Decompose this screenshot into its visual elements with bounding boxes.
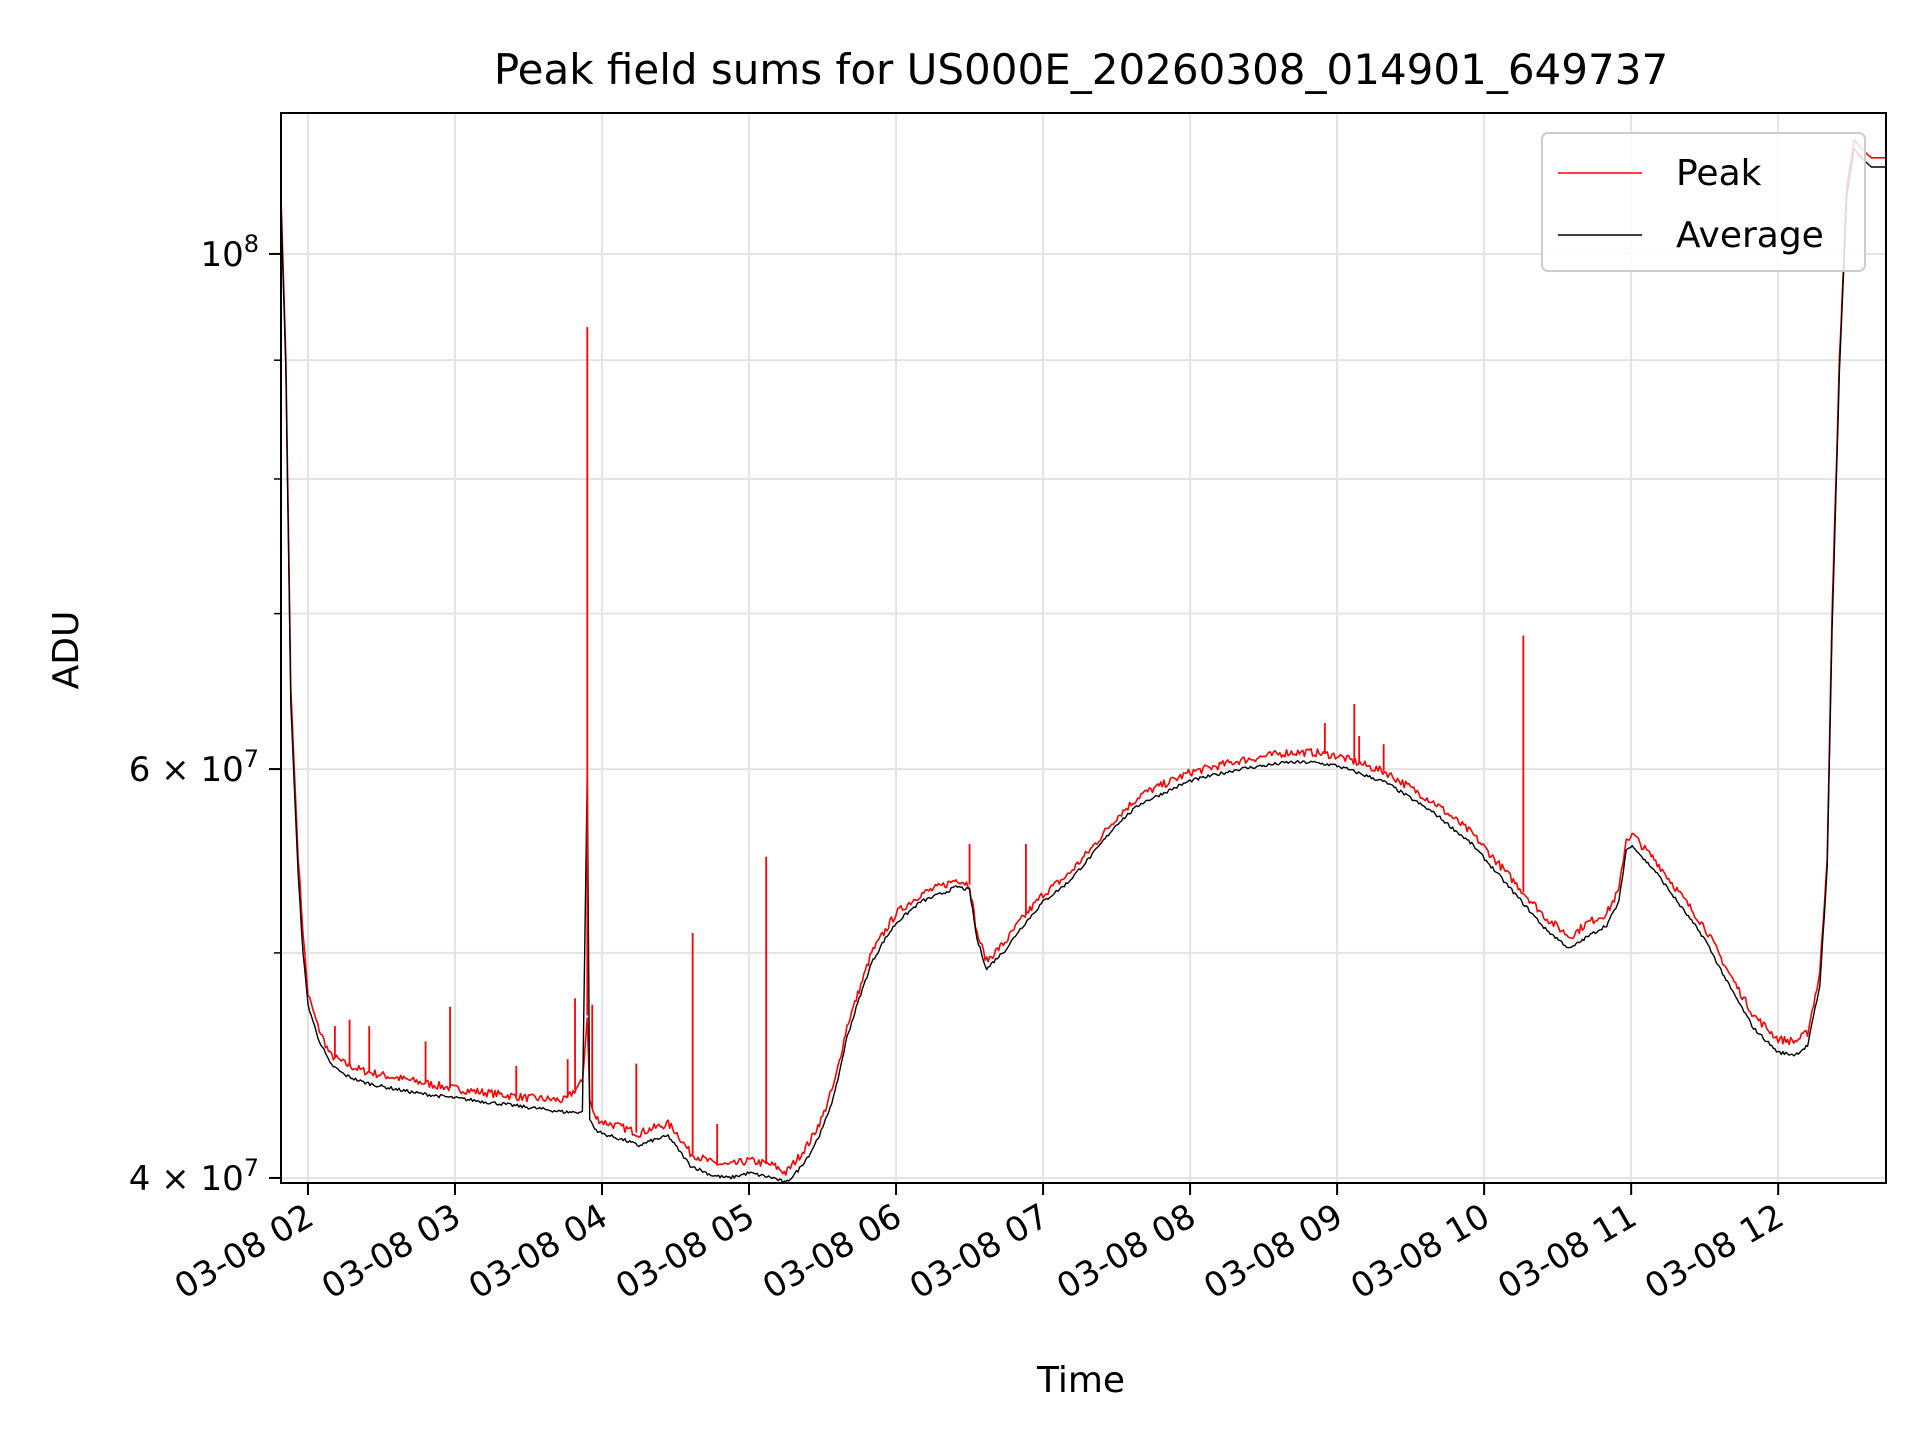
legend: Peak Average xyxy=(1541,132,1866,272)
grid-lines xyxy=(281,113,1886,1183)
chart-title: Peak field sums for US000E_20260308_0149… xyxy=(494,45,1668,94)
y-tick-label: 6 × 107 xyxy=(129,745,259,790)
axes-frame xyxy=(280,112,1887,1184)
plot-area xyxy=(281,138,1886,1183)
legend-label-average: Average xyxy=(1676,215,1824,256)
legend-box xyxy=(1541,132,1866,272)
y-tick-label: 108 xyxy=(200,230,259,275)
series-line-average xyxy=(281,148,1886,1183)
series-line-peak xyxy=(281,138,1886,1176)
x-axis-label: Time xyxy=(1036,1360,1125,1401)
y-axis-label: ADU xyxy=(46,611,87,690)
y-tick-label: 4 × 107 xyxy=(129,1154,259,1199)
legend-label-peak: Peak xyxy=(1676,153,1762,194)
y-axis: 4 × 107 6 × 107 108 xyxy=(129,230,281,1199)
